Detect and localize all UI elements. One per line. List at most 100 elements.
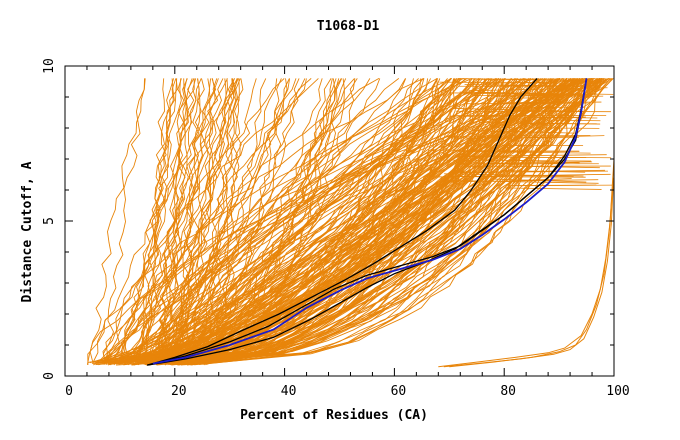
model-curve [132,77,560,364]
model-curve [129,78,175,365]
model-curve [504,187,602,190]
model-curve [143,78,604,364]
model-curve [492,94,579,98]
model-curve [108,77,586,364]
model-curve [204,78,574,364]
model-curve [445,179,599,184]
x-tick-label: 20 [171,384,187,399]
model-curve [484,121,601,125]
x-tick-label: 60 [391,384,407,399]
model-curve [494,175,574,177]
model-curve [118,77,452,366]
model-curve [140,78,544,364]
model-curve [192,78,610,364]
model-curve [192,78,499,363]
model-curve [454,108,584,112]
model-curve [96,78,611,366]
model-curve [194,78,594,363]
model-curve [505,101,602,104]
highlight-curve-black [147,78,588,366]
model-curve [453,150,580,152]
model-curve [107,78,355,365]
model-curve [153,78,506,365]
highlight-curve-black [147,77,538,366]
axes: 0 20 40 60 80 100 0 5 10 [42,58,630,399]
model-curve [514,135,605,139]
model-curve [131,78,481,366]
model-curve [105,78,506,364]
model-curve [472,130,576,134]
model-curve [169,78,512,366]
model-curve [171,78,592,364]
model-curve [150,78,188,364]
x-tick-label: 100 [606,384,629,399]
model-curve [168,78,560,366]
model-curve [86,77,610,365]
model-curve [202,78,238,366]
model-curve [165,78,358,364]
chart-title: T1068-D1 [317,19,380,34]
model-curve [465,154,607,157]
model-curve [128,78,312,364]
x-tick-label: 80 [500,384,516,399]
outlier-curve [449,189,613,368]
model-curve [164,77,605,366]
model-curve [481,106,586,109]
model-curve [439,81,581,84]
model-curve [142,78,177,363]
model-curve [164,78,468,365]
model-curve [112,78,572,364]
model-curve [175,78,333,364]
model-curve [180,78,613,366]
model-curve [452,176,586,178]
model-curve [136,78,602,364]
model-curve [99,78,224,364]
model-curve [89,78,610,364]
model-curve [167,78,267,366]
model-curve [134,78,497,364]
model-curve [184,78,599,363]
model-curve [92,77,473,364]
y-tick-label: 10 [42,58,57,74]
model-curve [147,78,461,365]
model-curve [102,78,285,363]
model-curve [465,102,588,105]
model-curve [169,78,244,365]
model-curve [447,115,598,119]
model-curve [164,78,200,363]
model-curve [457,78,574,81]
model-curve [131,78,490,366]
model-curve [143,78,332,365]
x-tick-label: 40 [281,384,297,399]
model-curve [447,179,599,183]
model-curve [459,91,586,96]
model-curve [207,78,242,365]
y-tick-label: 0 [42,372,57,380]
model-curve [111,78,235,363]
plot-area [86,77,615,368]
highlight-curve-blue [152,78,588,365]
model-curve [148,78,598,364]
model-curve [154,78,473,364]
model-curve [451,169,606,174]
x-tick-label: 0 [65,384,73,399]
model-curve [184,78,546,365]
model-curve [109,78,342,364]
model-curve [206,78,570,364]
model-curve [182,78,219,363]
model-curve [89,78,145,364]
model-curve [163,78,238,365]
model-curve [137,78,452,365]
model-curve [448,135,591,137]
model-curve [200,78,336,365]
model-curve [129,78,576,363]
model-curve [155,78,457,366]
model-curve [93,78,182,366]
model-curve [512,178,572,182]
model-curve [496,127,600,129]
model-curve [100,78,235,363]
y-axis-label: Distance Cutoff, A [20,161,35,302]
